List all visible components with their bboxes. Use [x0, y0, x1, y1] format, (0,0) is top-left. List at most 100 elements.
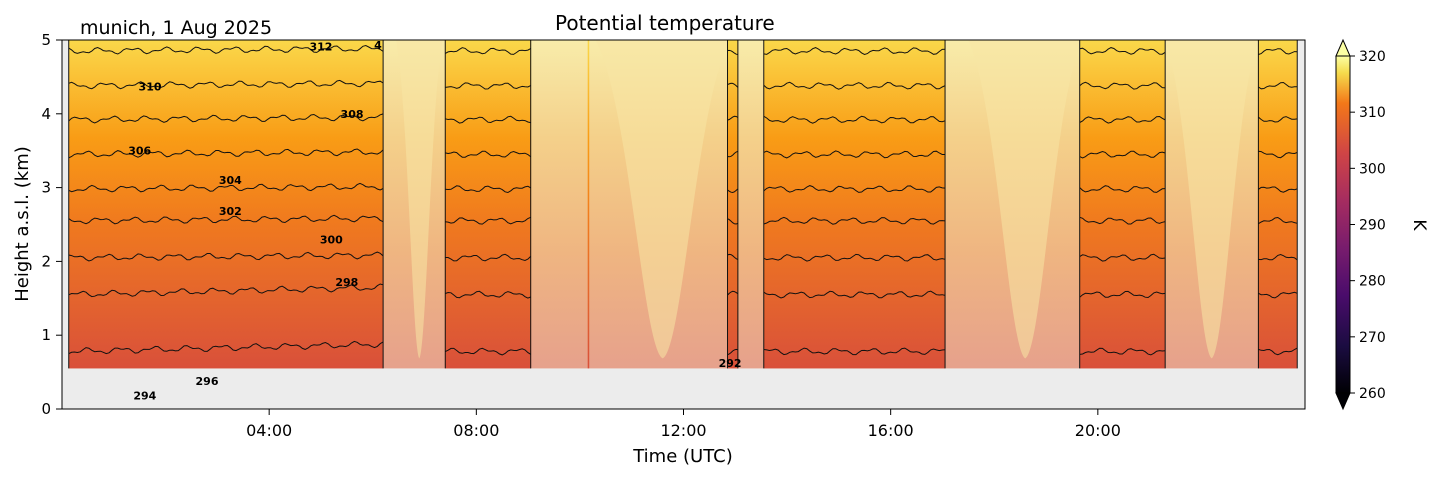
x-axis: 04:00 08:00 12:00 16:00 20:00	[246, 409, 1121, 440]
contour-line	[1079, 81, 1166, 90]
contour-label: 312	[309, 41, 332, 54]
contour-line	[727, 348, 738, 356]
contour-line	[763, 253, 946, 262]
x-tick-label: 12:00	[660, 421, 706, 440]
contour-line	[1258, 291, 1298, 299]
plot-area: 294 296 298 300 302 304 306 308 310 312 4 292	[61, 39, 1306, 410]
contour-line	[1258, 116, 1298, 123]
contour-line	[1079, 185, 1166, 193]
contour-line	[727, 115, 739, 121]
contour-line	[727, 290, 739, 296]
contour-line	[1079, 253, 1166, 262]
colorbar-ticks: 260 270 280 290 300 310 320	[1350, 49, 1386, 402]
y-tick-label: 5	[41, 31, 51, 49]
contour-line	[1258, 216, 1298, 225]
contour-line	[727, 49, 738, 55]
valid-segment	[445, 40, 531, 369]
contour-line	[445, 150, 532, 158]
contour-label: 310	[139, 80, 162, 93]
contour-line	[1079, 115, 1166, 124]
colorbar-tick-label: 270	[1359, 330, 1386, 346]
colorbar-extend-max	[1335, 38, 1351, 57]
x-tick-label: 20:00	[1075, 421, 1121, 440]
contour-label: 292	[719, 357, 742, 370]
contour-line	[68, 251, 384, 262]
contour-line	[1258, 253, 1298, 261]
contour-line	[68, 148, 384, 159]
x-tick-label: 04:00	[246, 421, 292, 440]
faded-plume	[595, 40, 731, 359]
valid-segment	[68, 40, 384, 369]
contour-line	[727, 218, 739, 225]
colorbar-tick-label: 310	[1359, 105, 1386, 121]
contour-line	[68, 340, 384, 355]
y-tick-label: 3	[41, 179, 51, 197]
contour-line	[763, 216, 946, 225]
contour-line	[1079, 290, 1166, 299]
contour-line	[727, 188, 739, 194]
contour-label: 306	[128, 145, 151, 158]
faded-plume	[1165, 40, 1259, 359]
contour-label: 308	[341, 108, 364, 121]
y-tick-label: 2	[41, 252, 51, 270]
contour-line	[445, 47, 531, 55]
contour-line	[445, 347, 531, 356]
x-tick-label: 08:00	[453, 421, 499, 440]
contour-line	[68, 44, 384, 55]
contour-line	[763, 347, 946, 356]
colorbar-label: K	[1409, 219, 1429, 231]
contour-line	[68, 182, 384, 193]
x-axis-label: Time (UTC)	[632, 446, 733, 467]
contour-label: 296	[196, 375, 219, 388]
colorbar: 260 270 280 290 300 310 320 K	[1335, 38, 1429, 411]
chart-title: Potential temperature	[555, 11, 775, 35]
valid-segment	[587, 40, 590, 369]
contour-line	[1258, 48, 1298, 55]
contour-label: 298	[335, 276, 358, 289]
contour-label: 302	[219, 205, 242, 218]
colorbar-tick-label: 280	[1359, 274, 1386, 290]
contour-line	[68, 79, 384, 90]
contour-line	[727, 253, 739, 260]
contour-line	[445, 82, 531, 90]
colorbar-tick-label: 300	[1359, 161, 1386, 177]
contour-line	[763, 290, 946, 299]
y-axis-label: Height a.s.l. (km)	[12, 146, 33, 302]
contour-label-layer: 294 296 298 300 302 304 306 308 310 312 4 292	[128, 39, 741, 403]
contour-line	[68, 283, 384, 298]
contour-label: 300	[320, 233, 343, 246]
colorbar-tick-label: 260	[1359, 386, 1386, 402]
contour-label: 294	[133, 390, 156, 403]
contour-line	[1079, 216, 1166, 225]
colorbar-tick-label: 320	[1359, 49, 1386, 65]
heatmap-layer	[68, 40, 1298, 369]
contour-line	[445, 253, 532, 262]
contour-line	[763, 81, 946, 90]
contour-line	[1079, 347, 1166, 356]
contour-line	[1258, 186, 1298, 193]
chart-subtitle: munich, 1 Aug 2025	[80, 17, 272, 39]
contour-line	[68, 214, 384, 225]
y-tick-label: 4	[41, 105, 51, 123]
contour-line	[763, 115, 946, 124]
contour-line	[1079, 150, 1166, 159]
contour-line	[763, 185, 946, 193]
contour-line	[445, 290, 531, 299]
contour-label: 4	[374, 39, 382, 52]
contour-line	[445, 185, 531, 194]
contour-line	[763, 150, 945, 159]
faded-plume	[396, 40, 443, 359]
colorbar-gradient	[1335, 55, 1351, 394]
contour-line	[445, 216, 531, 225]
contour-line	[1258, 347, 1298, 356]
faded-plume	[968, 40, 1083, 359]
y-tick-label: 1	[41, 326, 51, 344]
valid-segment	[1079, 40, 1166, 369]
contour-line	[727, 82, 739, 88]
contour-line	[1258, 81, 1298, 90]
colorbar-extend-min	[1335, 392, 1351, 411]
valid-segment	[727, 40, 738, 369]
valid-segment	[1258, 40, 1298, 369]
